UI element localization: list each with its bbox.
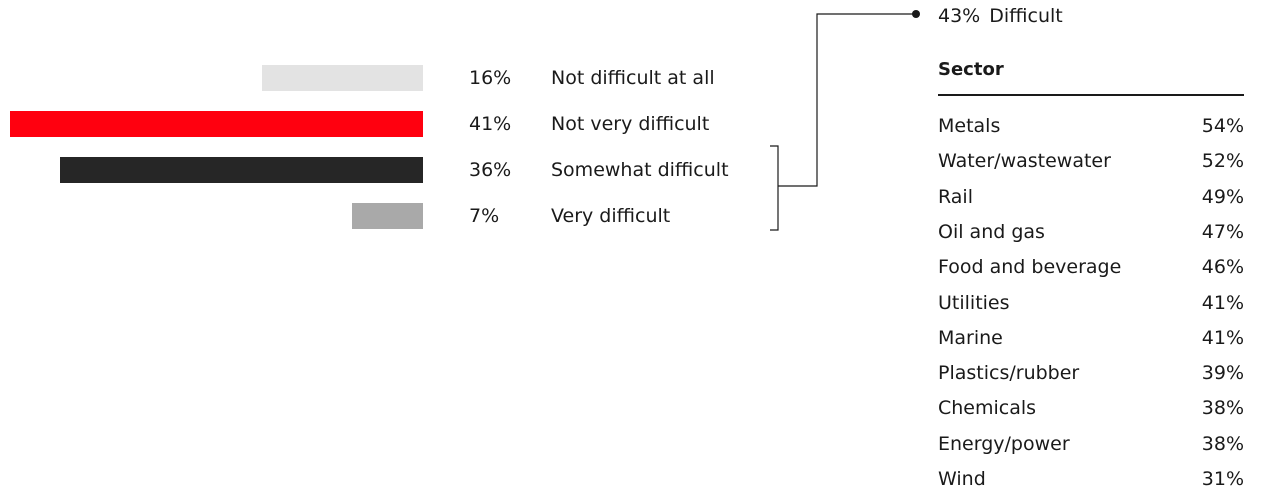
sector-value: 38%: [1201, 432, 1244, 455]
sector-value: 47%: [1201, 220, 1244, 243]
sector-value: 41%: [1201, 326, 1244, 349]
table-row: Marine 41%: [938, 326, 1244, 362]
sector-name: Marine: [938, 326, 1003, 349]
table-row: Rail 49%: [938, 185, 1244, 221]
sector-name: Metals: [938, 115, 1001, 137]
sector-value: 39%: [1201, 362, 1244, 385]
sector-name: Chemicals: [938, 397, 1037, 420]
sector-value: 31%: [1201, 468, 1244, 490]
sector-value: 41%: [1201, 291, 1244, 314]
sector-value: 54%: [1201, 115, 1244, 137]
bar-very-difficult: [352, 203, 423, 229]
sector-table-title: Sector: [938, 59, 1004, 80]
leader-dot: [912, 10, 920, 18]
table-row: Water/wastewater 52%: [938, 149, 1244, 185]
sector-name: Food and beverage: [938, 256, 1122, 279]
bar-category-label: Not difficult at all: [551, 67, 715, 89]
sector-name: Energy/power: [938, 432, 1070, 455]
sector-name: Plastics/rubber: [938, 362, 1080, 385]
table-row: Energy/power 38%: [938, 432, 1244, 468]
leader-line: [778, 13, 914, 187]
sector-name: Water/wastewater: [938, 150, 1111, 173]
sector-name: Rail: [938, 185, 973, 208]
sector-name: Oil and gas: [938, 220, 1045, 243]
sector-table-rule: [938, 94, 1244, 96]
bar-value-label: 7%: [469, 205, 500, 227]
bracket-line: [770, 145, 779, 231]
sector-name: Utilities: [938, 291, 1010, 314]
bar-value-label: 16%: [469, 67, 512, 89]
bracket-connector: [770, 10, 920, 231]
bar-category-label: Somewhat difficult: [551, 159, 729, 181]
table-row: Wind 31%: [938, 467, 1244, 503]
table-row: Food and beverage 46%: [938, 255, 1244, 291]
sector-value: 52%: [1201, 150, 1244, 173]
table-row: Oil and gas 47%: [938, 220, 1244, 256]
difficult-summary-label: Difficult: [989, 5, 1063, 27]
bar-not-difficult-at-all: [261, 65, 423, 91]
bar-somewhat-difficult: [60, 157, 423, 183]
sector-value: 38%: [1201, 397, 1244, 420]
table-row: Metals 54%: [938, 114, 1244, 150]
bar-value-label: 36%: [469, 159, 512, 181]
table-row: Plastics/rubber 39%: [938, 361, 1244, 397]
difficult-summary: 43% Difficult: [938, 4, 1063, 28]
sector-value: 46%: [1201, 256, 1244, 279]
bar-value-label: 41%: [469, 113, 512, 135]
table-row: Chemicals 38%: [938, 396, 1244, 432]
bar-category-label: Not very difficult: [551, 113, 710, 135]
bar-category-label: Very difficult: [551, 205, 671, 227]
bar-not-very-difficult: [10, 111, 423, 137]
sector-value: 49%: [1201, 185, 1244, 208]
difficult-summary-pct: 43%: [938, 5, 981, 27]
sector-name: Wind: [938, 468, 986, 490]
table-row: Utilities 41%: [938, 291, 1244, 327]
